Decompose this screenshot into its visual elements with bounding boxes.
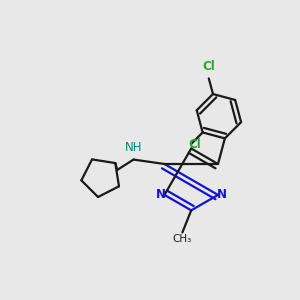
Text: CH₃: CH₃ <box>173 234 192 244</box>
Text: NH: NH <box>125 141 143 154</box>
Text: N: N <box>217 188 227 201</box>
Text: N: N <box>156 188 166 201</box>
Text: Cl: Cl <box>188 138 201 152</box>
Text: Cl: Cl <box>202 60 215 73</box>
